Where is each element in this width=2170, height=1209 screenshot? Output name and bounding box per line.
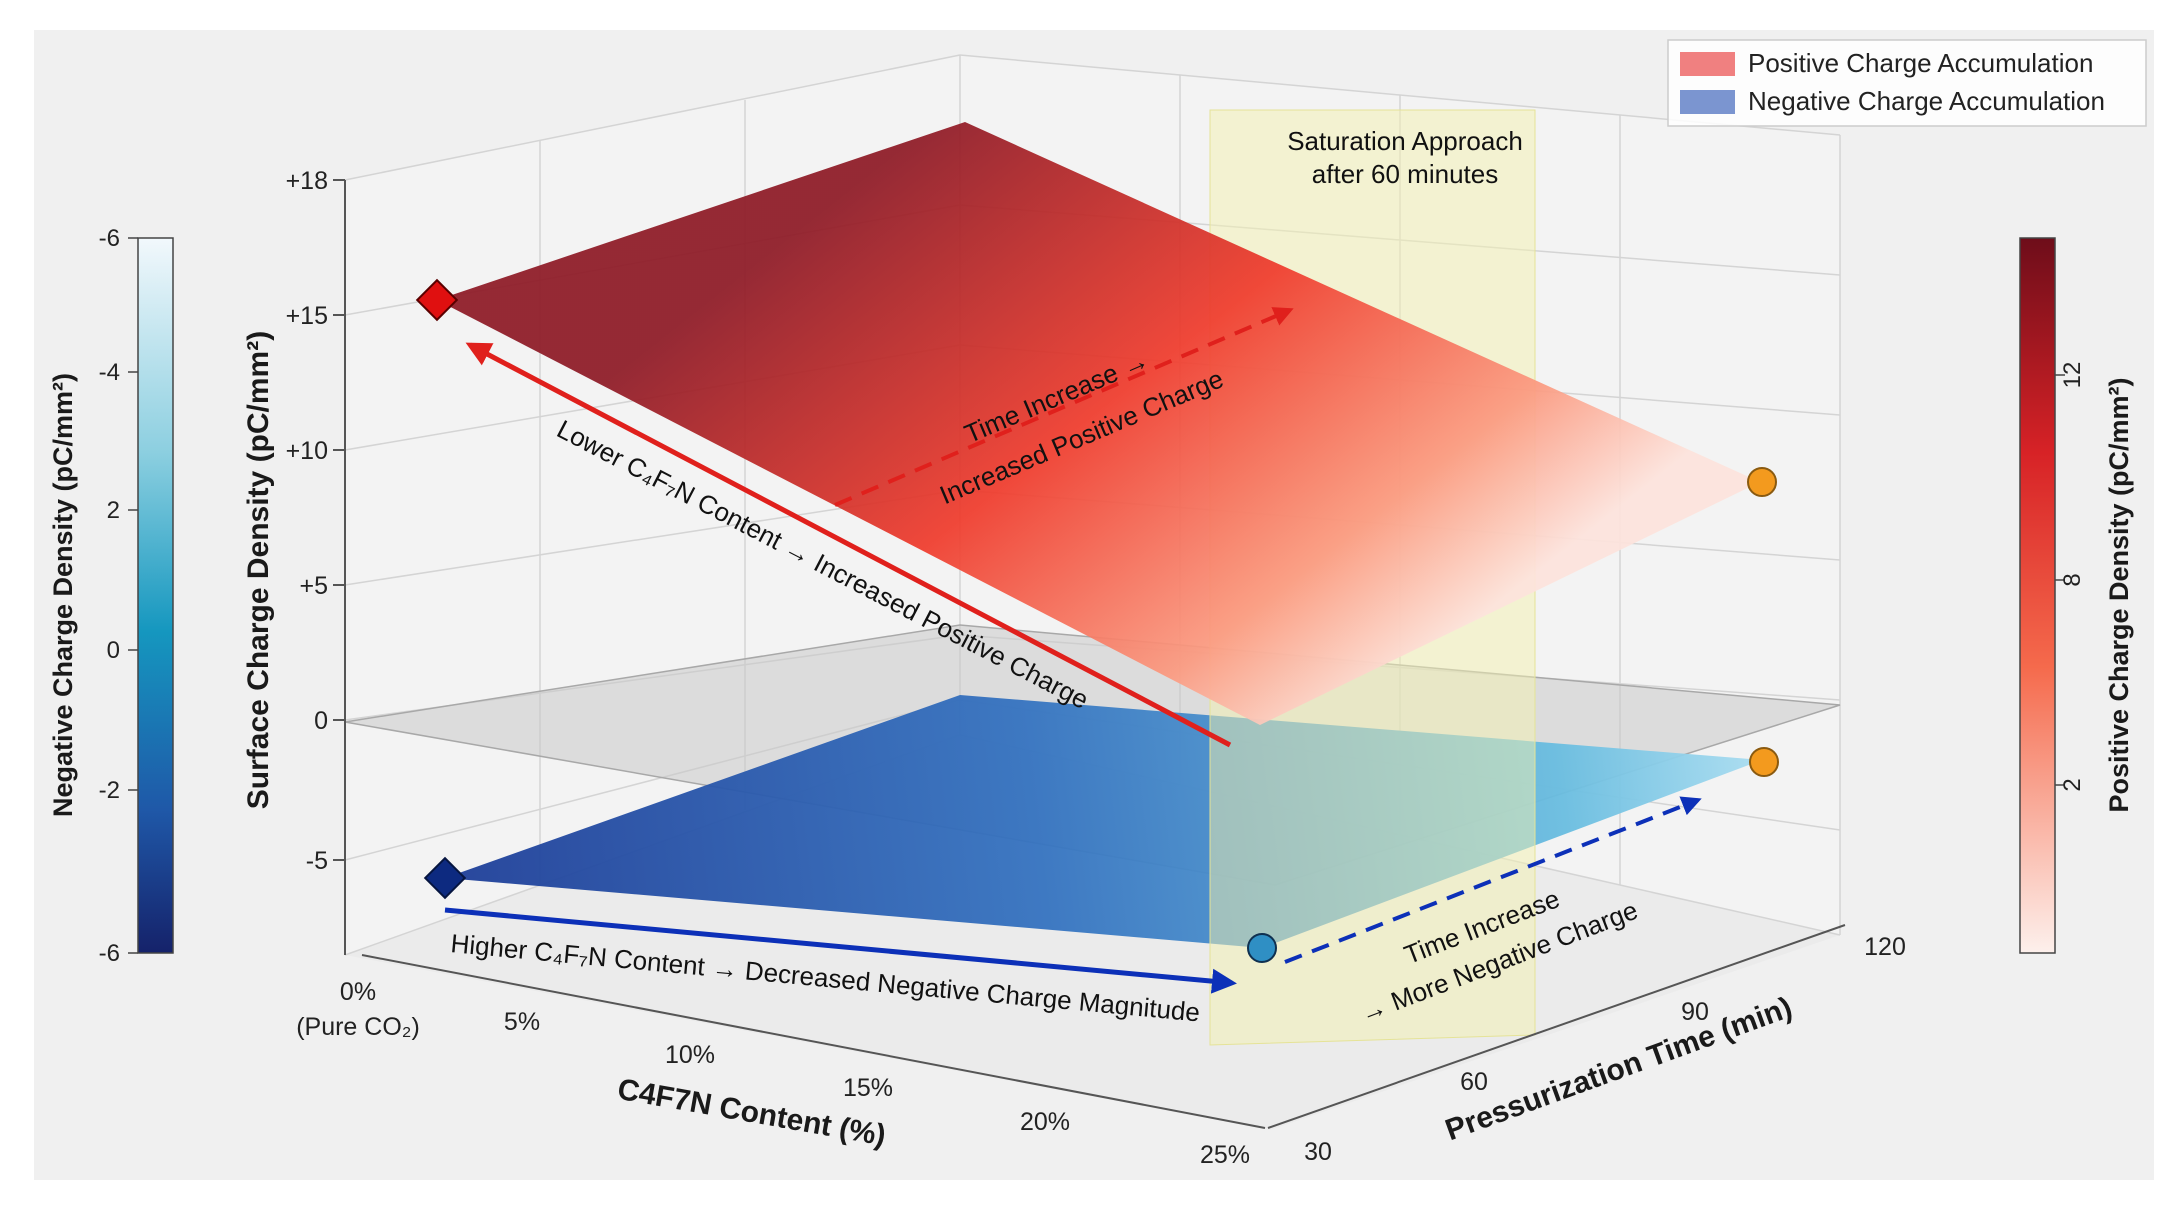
marker-pos-circle [1747, 467, 1777, 497]
legend-label-negative: Negative Charge Accumulation [1748, 86, 2105, 116]
colorbar-negative [137, 237, 174, 954]
arrow-time-negative [1284, 796, 1702, 964]
positive-surface [437, 122, 1760, 725]
colorbar-negative-tick-label: -6 [99, 225, 120, 252]
x-tick-pure-co2: (Pure CO₂) [296, 1013, 420, 1041]
colorbar-negative-label: Negative Charge Density (pC/mm²) [48, 373, 78, 817]
x-tick-20: 20% [1020, 1108, 1070, 1136]
arrow-time-positive [834, 307, 1294, 507]
z-tick-label: -5 [306, 847, 328, 875]
colorbar-negative-tick-label: -4 [99, 359, 120, 386]
marker-neg-circle-back [1749, 747, 1779, 777]
colorbar-positive-tick-label: 2 [2059, 778, 2086, 791]
x-tick-25: 25% [1200, 1141, 1250, 1169]
z-tick-label: +5 [299, 572, 328, 600]
colorbar-positive-ticks: 12 8 2 [2055, 362, 2086, 792]
legend-swatch-positive [1680, 52, 1735, 76]
marker-neg-circle-front [1247, 933, 1277, 963]
marker-pos-diamond [415, 278, 459, 322]
x-tick-10: 10% [665, 1041, 715, 1069]
x-axis-line [361, 954, 1266, 1129]
z-axis-label: Surface Charge Density (pC/mm²) [242, 331, 275, 809]
colorbar-negative-tick-label: 0 [107, 637, 120, 664]
arrow-higher-c4f7n [444, 907, 1237, 994]
z-tick-label: 0 [314, 707, 328, 735]
x-tick-5: 5% [504, 1008, 540, 1036]
y-tick-30: 30 [1304, 1138, 1332, 1166]
legend-label-positive: Positive Charge Accumulation [1748, 48, 2093, 78]
z-axis-ticks: +18 +15 +10 +5 0 -5 [286, 167, 345, 875]
legend: Positive Charge Accumulation Negative Ch… [1667, 39, 2147, 127]
saturation-label-line1: Saturation Approach [1287, 126, 1523, 156]
arrow-lower-c4f7n [465, 342, 1232, 748]
x-tick-15: 15% [843, 1074, 893, 1102]
z-tick-label: +10 [286, 437, 328, 465]
colorbar-negative-ticks: -6 -4 2 0 -2 -6 [99, 225, 138, 967]
colorbar-positive [2019, 237, 2056, 954]
y-tick-120: 120 [1864, 933, 1906, 961]
colorbar-positive-tick-label: 12 [2059, 362, 2086, 389]
z-tick-label: +18 [286, 167, 328, 195]
y-tick-60: 60 [1460, 1068, 1488, 1096]
colorbar-positive-tick-label: 8 [2059, 573, 2086, 586]
colorbar-negative-tick-label: 2 [107, 497, 120, 524]
x-tick-0: 0% [340, 978, 376, 1006]
legend-swatch-negative [1680, 90, 1735, 114]
y-tick-90: 90 [1681, 998, 1709, 1026]
saturation-label-line2: after 60 minutes [1312, 159, 1498, 189]
z-tick-label: +15 [286, 302, 328, 330]
legend-box [1667, 39, 2147, 127]
colorbar-negative-tick-label: -2 [99, 777, 120, 804]
colorbar-positive-label: Positive Charge Density (pC/mm²) [2104, 377, 2134, 812]
marker-neg-diamond [423, 856, 467, 900]
colorbar-negative-tick-label: -6 [99, 940, 120, 967]
y-axis-line [1267, 924, 1846, 1129]
